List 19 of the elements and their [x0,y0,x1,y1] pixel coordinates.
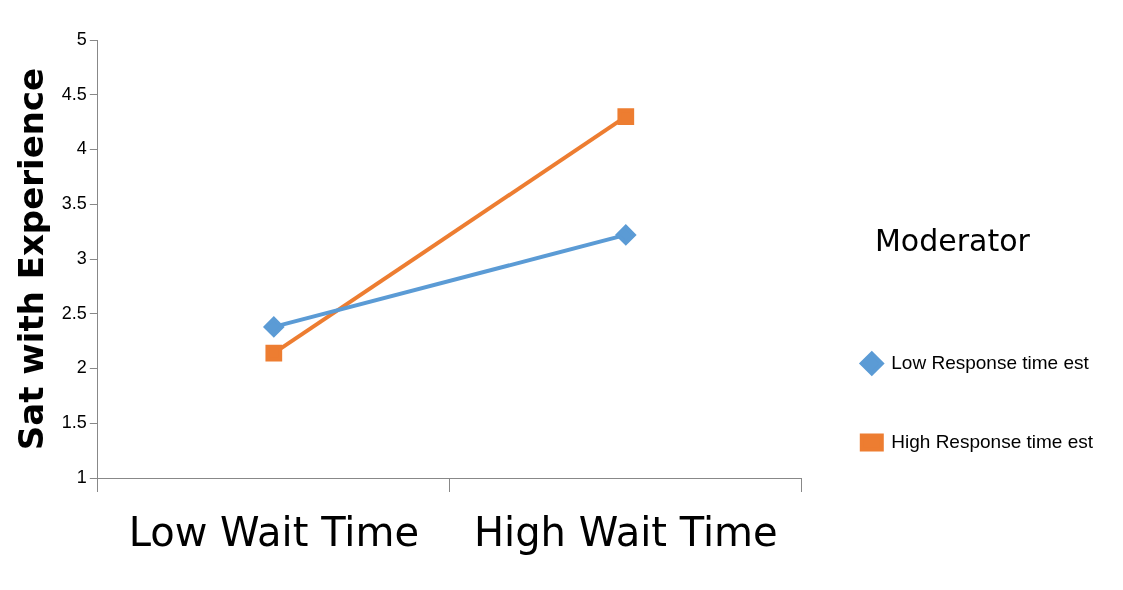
legend-label: Low Response time est [891,351,1090,373]
y-tick-label: 3 [76,247,87,268]
legend-label: High Response time est [891,430,1094,452]
y-tick-label: 4 [76,138,87,159]
y-tick-label: 2 [76,357,87,378]
y-tick-label: 5 [76,28,87,49]
y-tick-label: 1.5 [61,412,87,433]
y-tick-label: 4.5 [61,83,87,104]
y-tick-label: 3.5 [61,193,87,214]
y-axis-title: Sat with Experience [11,67,52,451]
x-tick-label: Low Wait Time [128,509,420,556]
y-tick-label: 2.5 [61,302,87,323]
x-tick-label: High Wait Time [474,509,778,556]
legend-title: Moderator [874,222,1031,258]
point [615,224,636,245]
point [263,316,284,337]
y-tick-label: 1 [76,466,87,487]
point [617,108,635,126]
point [265,344,283,362]
